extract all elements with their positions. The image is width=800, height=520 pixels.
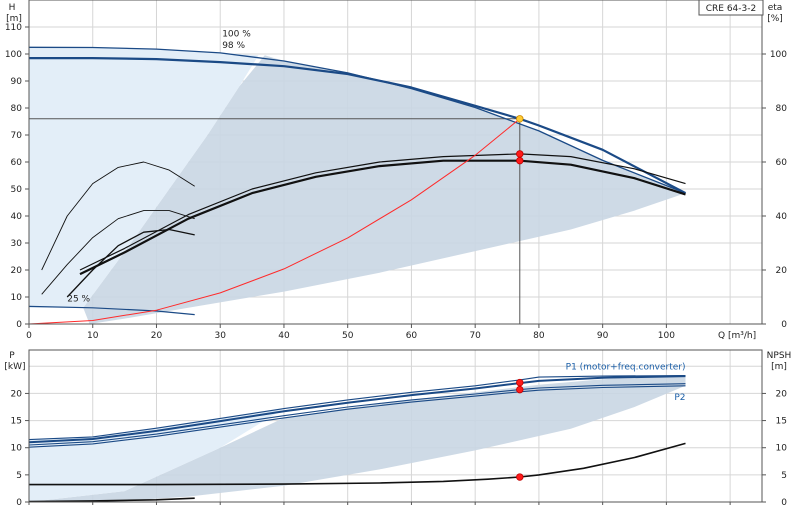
power-area xyxy=(29,375,686,502)
bottom-ticks: 0 5 10 15 20 0 5 10 15 20 xyxy=(11,389,788,508)
series-eta100 xyxy=(79,153,686,271)
duty-point xyxy=(516,115,524,123)
series-label-h100: 100 % xyxy=(222,29,251,39)
eta-point-upper xyxy=(516,150,524,158)
series-h-min xyxy=(28,305,195,316)
tick-label-left: 20 xyxy=(11,389,23,399)
series-npsh xyxy=(29,442,686,486)
bottom-marks: P1 (motor+freq.converter) P2 xyxy=(516,362,686,481)
top-y-label-left-2: [m] xyxy=(6,14,22,24)
bottom-y-label-left-1: P xyxy=(9,351,15,361)
series-eta-min-c xyxy=(66,228,195,298)
tick-label-x: 0 xyxy=(26,331,32,341)
tick-label-left: 10 xyxy=(11,293,23,303)
series-p1-upper xyxy=(28,374,686,441)
tick-label-right: 15 xyxy=(776,417,787,427)
series-p2-lower xyxy=(28,385,686,448)
tick-label-left: 0 xyxy=(16,320,22,330)
series-eta-min-a xyxy=(41,161,195,271)
plot-frame xyxy=(28,349,763,503)
min-speed-label: 25 % xyxy=(67,294,90,304)
top-y-label-right-2: [%] xyxy=(767,14,783,24)
tick-label-left: 40 xyxy=(11,212,23,222)
p1-point xyxy=(516,378,524,387)
top-marks: 25 % xyxy=(67,115,524,304)
npsh-point xyxy=(516,473,524,481)
bottom-regions xyxy=(29,375,686,502)
bottom-y-label-right-2: [m] xyxy=(771,362,787,372)
power-light-area xyxy=(29,408,284,502)
series-eta-min-b xyxy=(41,210,195,295)
tick-label-x: 90 xyxy=(597,331,609,341)
tick-label-right: 80 xyxy=(776,104,788,114)
tick-label-left: 10 xyxy=(11,444,23,454)
tick-label-right: 10 xyxy=(776,444,788,454)
series-p-min xyxy=(28,497,195,503)
tick-label-right: 5 xyxy=(781,471,787,481)
tick-label-right: 0 xyxy=(781,320,787,330)
top-y-label-left-1: H xyxy=(9,3,16,13)
x-axis-label: Q [m³/h] xyxy=(718,331,756,341)
bottom-y-label-right-1: NPSH xyxy=(767,351,792,361)
operating-area xyxy=(83,55,686,325)
model-label: CRE 64-3-2 xyxy=(706,4,756,14)
tick-label-x: 80 xyxy=(533,331,545,341)
tick-label-left: 100 xyxy=(5,50,22,60)
top-ticks: 0 10 20 30 40 50 60 70 80 90 100 110 0 20 40 60 80 100 0 10… xyxy=(5,23,787,341)
tick-label-left: 0 xyxy=(16,498,22,508)
eta-point-lower xyxy=(516,156,524,165)
tick-label-right: 40 xyxy=(776,212,788,222)
p1-label: P1 (motor+freq.converter) xyxy=(566,362,686,372)
tick-label-left: 50 xyxy=(11,185,23,195)
tick-label-left: 15 xyxy=(11,417,22,427)
tick-label-left: 80 xyxy=(11,104,23,114)
p2-point xyxy=(516,385,524,394)
bottom-y-label-left-2: [kW] xyxy=(4,362,25,372)
tick-label-x: 50 xyxy=(342,331,354,341)
tick-label-x: 40 xyxy=(278,331,290,341)
bottom-frame xyxy=(28,349,763,503)
bottom-series xyxy=(28,374,686,503)
tick-label-left: 90 xyxy=(11,77,23,87)
tick-label-x: 70 xyxy=(469,331,481,341)
tick-label-left: 60 xyxy=(11,158,23,168)
tick-label-right: 100 xyxy=(770,50,787,60)
tick-label-right: 0 xyxy=(781,498,787,508)
series-p2-main xyxy=(28,383,686,446)
top-series: 100 % 98 % xyxy=(28,29,687,325)
tick-label-x: 10 xyxy=(87,331,99,341)
tick-label-x: 60 xyxy=(406,331,418,341)
tick-label-right: 60 xyxy=(776,158,788,168)
light-area xyxy=(29,47,259,325)
model-label-box: CRE 64-3-2 xyxy=(698,0,764,16)
tick-label-left: 110 xyxy=(5,23,22,33)
tick-label-right: 20 xyxy=(776,389,788,399)
series-label-h98: 98 % xyxy=(222,41,245,51)
power-npsh-chart: 0 5 10 15 20 0 5 10 15 20 P1 (motor+freq.converte… xyxy=(4,349,792,508)
series-h98 xyxy=(29,57,687,195)
tick-label-x: 100 xyxy=(658,331,675,341)
head-efficiency-chart: 100 %98 % 010203040506070809010011002040… xyxy=(5,0,787,341)
top-y-label-right-1: eta xyxy=(768,3,783,13)
p2-label: P2 xyxy=(674,393,685,403)
tick-label-left: 70 xyxy=(11,131,23,141)
tick-label-left: 20 xyxy=(11,266,23,276)
tick-label-x: 20 xyxy=(151,331,163,341)
series-system xyxy=(28,118,521,325)
series-p1-main xyxy=(28,375,686,444)
tick-label-right: 20 xyxy=(776,266,788,276)
top-regions xyxy=(29,47,686,325)
tick-label-left: 30 xyxy=(11,239,23,249)
tick-label-left: 5 xyxy=(16,471,22,481)
tick-label-x: 30 xyxy=(214,331,226,341)
